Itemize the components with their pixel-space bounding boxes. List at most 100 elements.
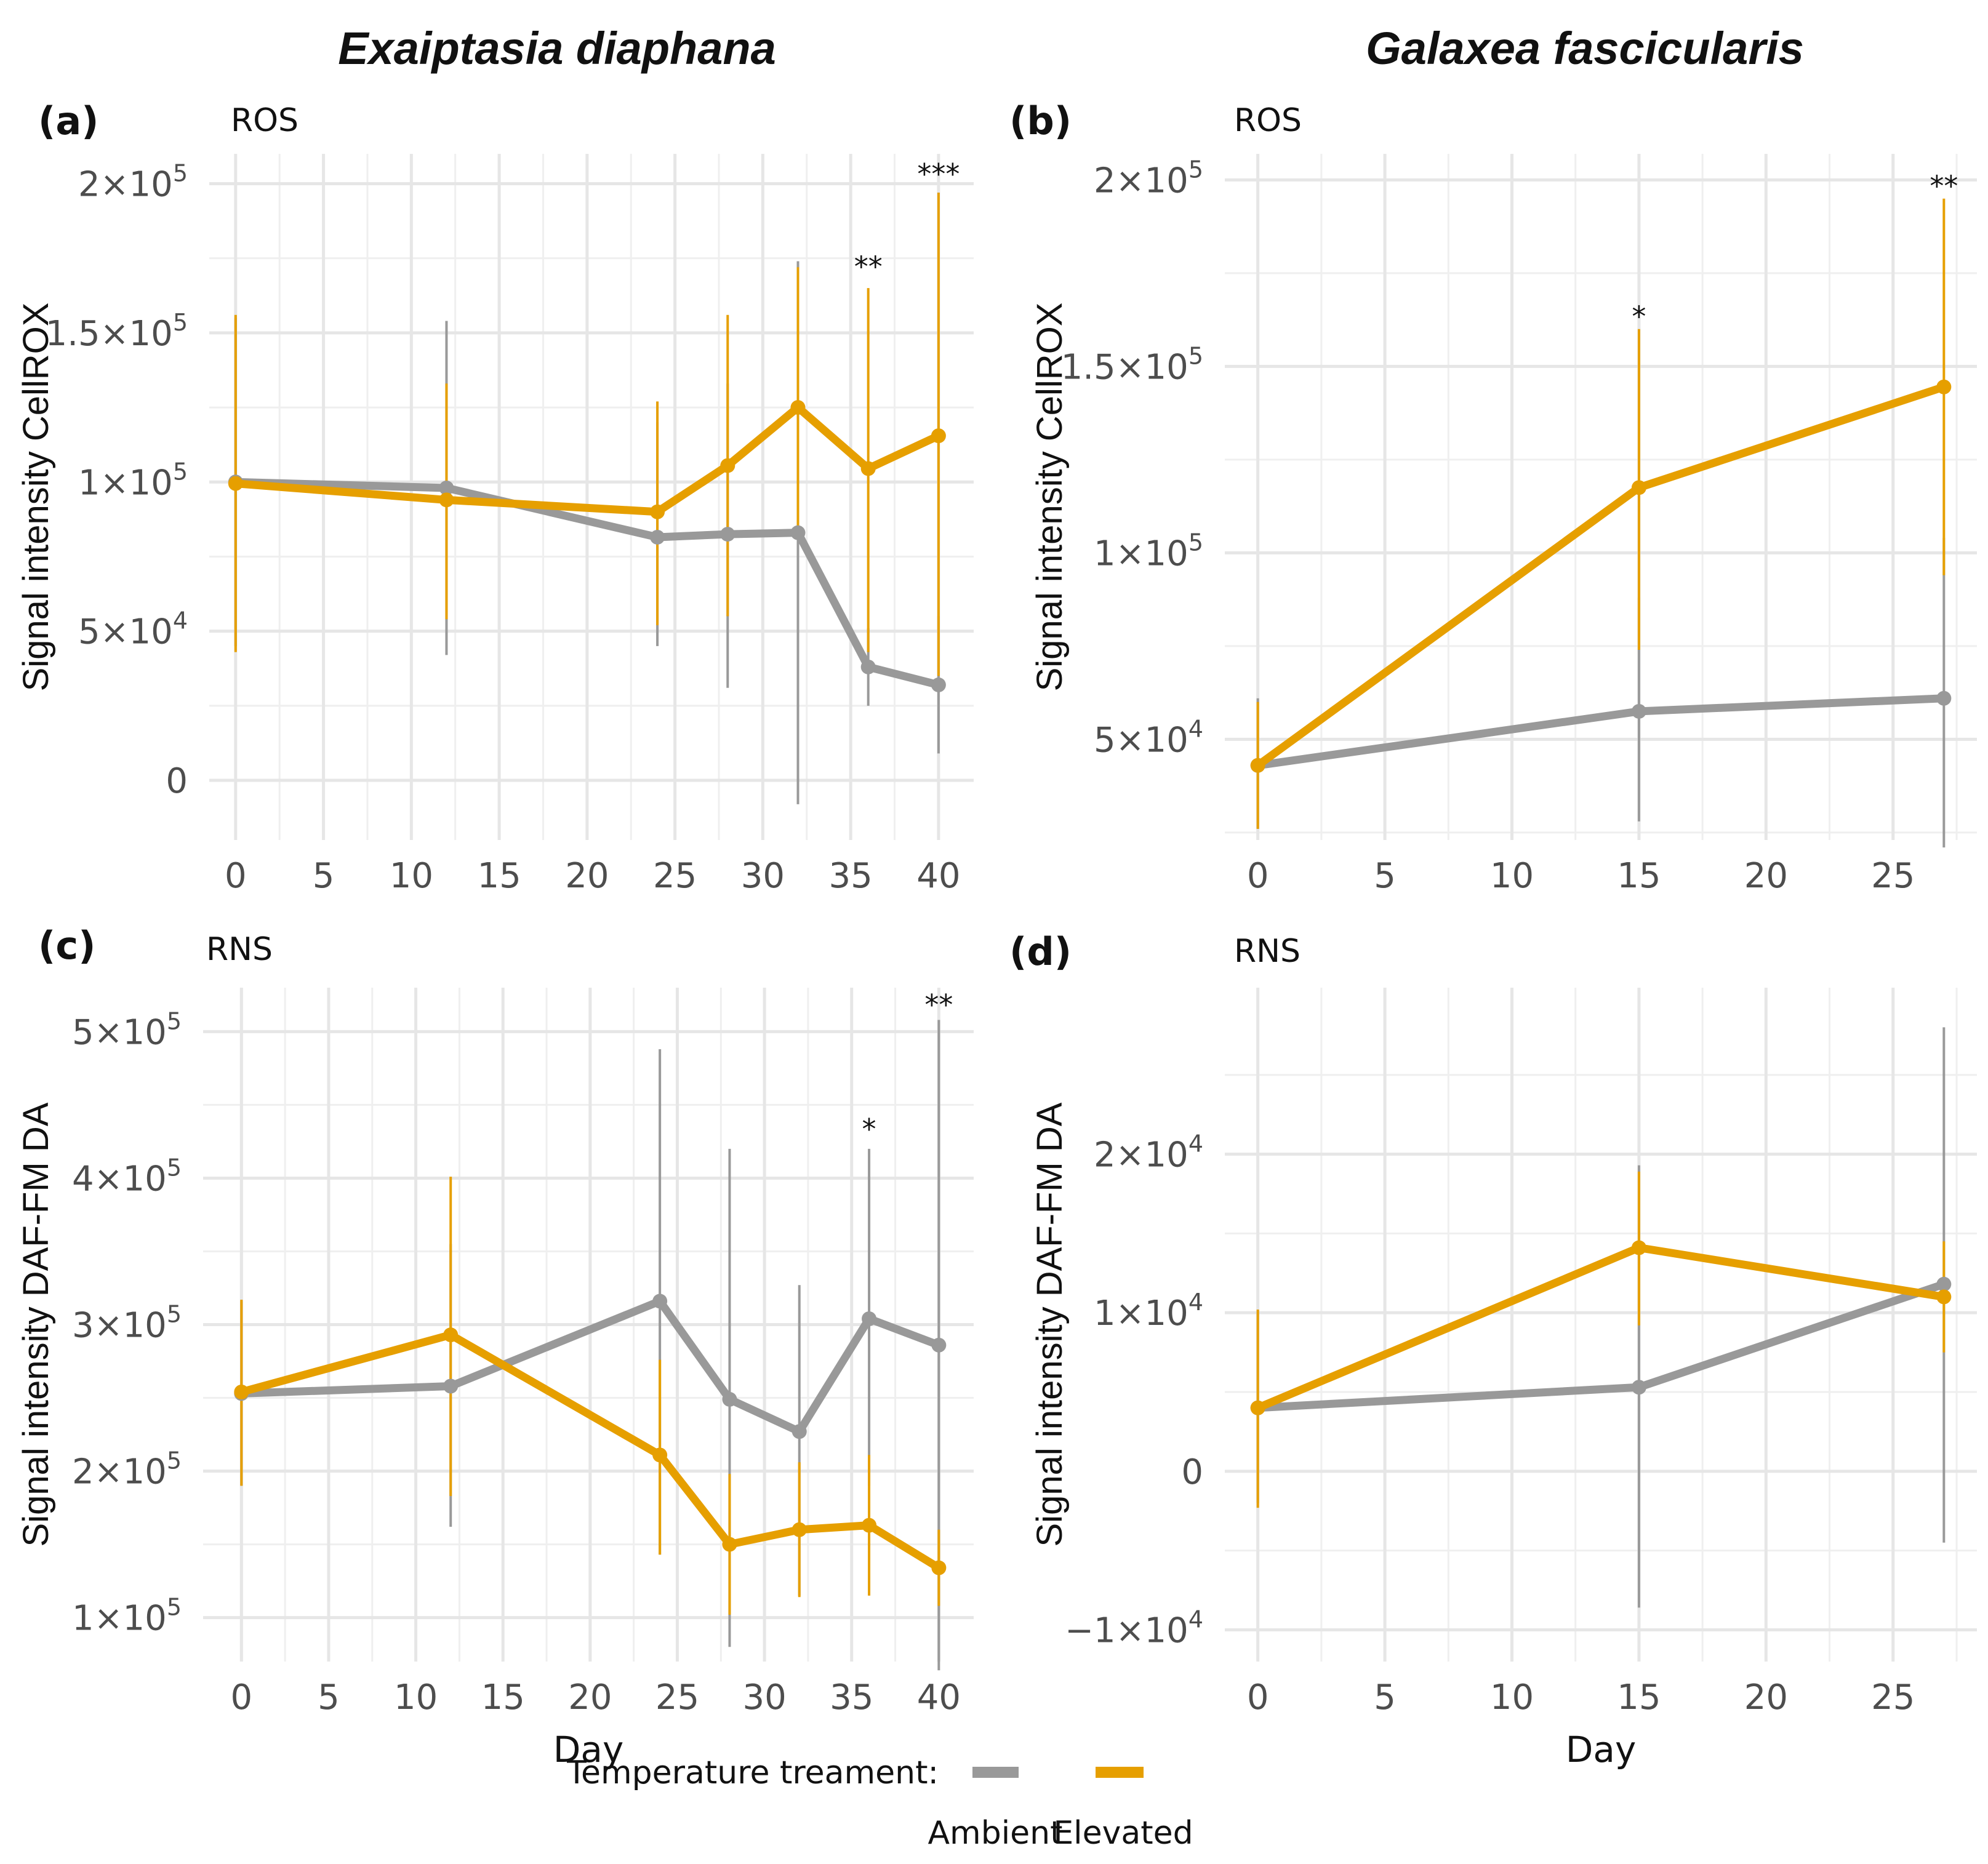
panel-subtitle: RNS	[1234, 933, 1301, 970]
y-tick-label: 1×105	[72, 1594, 182, 1639]
column-title-right: Galaxea fascicularis	[1366, 23, 1804, 74]
elevated-data-point	[1631, 480, 1646, 495]
ambient-data-point	[652, 1294, 668, 1309]
y-tick-label: −1×104	[1065, 1606, 1203, 1650]
elevated-data-point	[228, 476, 243, 491]
panel-tag: (b)	[1009, 98, 1072, 143]
ambient-data-point	[443, 1378, 459, 1394]
x-tick-label: 25	[1871, 856, 1915, 896]
elevated-data-point	[652, 1447, 668, 1463]
elevated-data-point	[1936, 379, 1952, 394]
ambient-data-point	[931, 1337, 947, 1353]
legend-title: Temperature treament:	[566, 1754, 939, 1791]
elevated-data-point	[443, 1327, 459, 1343]
y-tick-label: 1.5×105	[46, 309, 188, 354]
x-tick-label: 30	[741, 856, 785, 896]
y-tick-label: 1×105	[1094, 529, 1203, 574]
ambient-data-point	[1936, 690, 1952, 706]
ambient-data-point	[860, 659, 876, 674]
elevated-data-point	[1936, 1289, 1952, 1305]
ambient-data-point	[722, 1391, 737, 1407]
significance-label: ***	[917, 158, 960, 191]
panel-tag: (d)	[1009, 929, 1072, 974]
x-tick-label: 30	[742, 1678, 786, 1718]
ambient-series-line	[1254, 1280, 1948, 1412]
significance-label: **	[924, 988, 953, 1022]
panel-tag: (c)	[38, 923, 95, 968]
elevated-data-point	[860, 461, 876, 476]
y-axis-label: Signal intensity DAF-FM DA	[16, 1102, 56, 1546]
legend-label-elevated: Elevated	[1053, 1815, 1193, 1852]
x-tick-label: 20	[568, 1678, 612, 1718]
panel-subtitle: ROS	[1234, 102, 1302, 139]
ambient-series-line	[1254, 694, 1948, 770]
panel-d: 0 5 10 15 20 25 −1×104 0 1×104 2×104 (d) RNS Signal …	[1009, 929, 1977, 1770]
x-tick-label: 10	[390, 856, 433, 896]
ambient-data-point	[439, 480, 454, 495]
elevated-data-point	[790, 400, 806, 415]
x-tick-label: 5	[1374, 1678, 1396, 1718]
y-tick-label: 5×104	[78, 607, 188, 652]
ambient-data-point	[650, 529, 665, 545]
y-tick-label: 2×105	[1094, 156, 1203, 201]
x-tick-label: 40	[916, 856, 960, 896]
elevated-series-line	[1254, 1244, 1948, 1412]
x-axis-label: Day	[553, 1729, 624, 1770]
significance-label: *	[862, 1113, 876, 1146]
elevated-data-point	[1250, 758, 1265, 773]
ambient-data-point	[792, 1424, 807, 1439]
y-tick-label: 3×105	[72, 1301, 182, 1346]
ambient-data-point	[720, 527, 735, 542]
panel-subtitle: ROS	[231, 102, 299, 139]
y-tick-label: 1×104	[1094, 1289, 1203, 1334]
ambient-data-point	[862, 1311, 877, 1326]
y-tick-label: 0	[166, 761, 188, 801]
x-tick-label: 0	[225, 856, 247, 896]
x-tick-label: 0	[1247, 1678, 1269, 1718]
x-tick-label: 25	[1871, 1678, 1915, 1718]
y-axis-label: Signal intensity CellROX	[16, 303, 56, 692]
x-axis-label: Day	[1566, 1729, 1637, 1770]
legend: Temperature treament: Ambient Elevated	[566, 1754, 1193, 1852]
x-tick-label: 40	[917, 1678, 961, 1718]
ambient-data-point	[1631, 703, 1646, 719]
elevated-data-point	[792, 1522, 807, 1537]
x-tick-label: 0	[1247, 856, 1269, 896]
x-tick-label: 5	[1374, 856, 1396, 896]
y-tick-label: 4×105	[72, 1154, 182, 1199]
elevated-data-point	[931, 1560, 947, 1575]
x-tick-label: 0	[230, 1678, 252, 1718]
panel-subtitle: RNS	[206, 931, 273, 968]
elevated-data-point	[650, 504, 665, 519]
y-axis-label: Signal intensity CellROX	[1030, 303, 1070, 692]
legend-label-ambient: Ambient	[928, 1815, 1062, 1852]
x-tick-label: 20	[1744, 856, 1788, 896]
x-tick-label: 20	[565, 856, 609, 896]
elevated-series-line	[1254, 383, 1948, 770]
elevated-data-point	[1631, 1240, 1646, 1255]
x-tick-label: 15	[1617, 856, 1661, 896]
panel-c: 0 5 10 15 20 25 30 35 40 1×105 2×105 3×105 4×105 5×10…	[16, 923, 974, 1770]
x-tick-label: 35	[829, 856, 873, 896]
x-tick-label: 15	[477, 856, 521, 896]
significance-label: **	[854, 250, 883, 283]
x-tick-label: 10	[1490, 856, 1534, 896]
y-tick-label: 1×105	[78, 458, 188, 503]
panel-a: 0 5 10 15 20 25 30 35 40 0 5×104 1×105 1.5×105 2×105 (…	[16, 98, 974, 896]
y-tick-label: 5×105	[72, 1007, 182, 1052]
y-tick-label: 5×104	[1094, 715, 1203, 760]
ambient-data-point	[1936, 1276, 1952, 1292]
x-tick-label: 25	[653, 856, 697, 896]
elevated-data-point	[439, 492, 454, 508]
x-tick-label: 5	[313, 856, 335, 896]
elevated-data-point	[720, 458, 735, 473]
significance-label: *	[1632, 300, 1646, 334]
elevated-data-point	[862, 1518, 877, 1533]
elevated-data-point	[1250, 1400, 1265, 1415]
elevated-data-point	[234, 1385, 249, 1399]
x-tick-label: 5	[318, 1678, 340, 1718]
panel-tag: (a)	[38, 98, 99, 143]
column-title-left: Exaiptasia diaphana	[338, 23, 776, 74]
panel-b: 0 5 10 15 20 25 5×104 1×105 1.5×105 2×105 (b) ROS Si…	[1009, 98, 1977, 896]
